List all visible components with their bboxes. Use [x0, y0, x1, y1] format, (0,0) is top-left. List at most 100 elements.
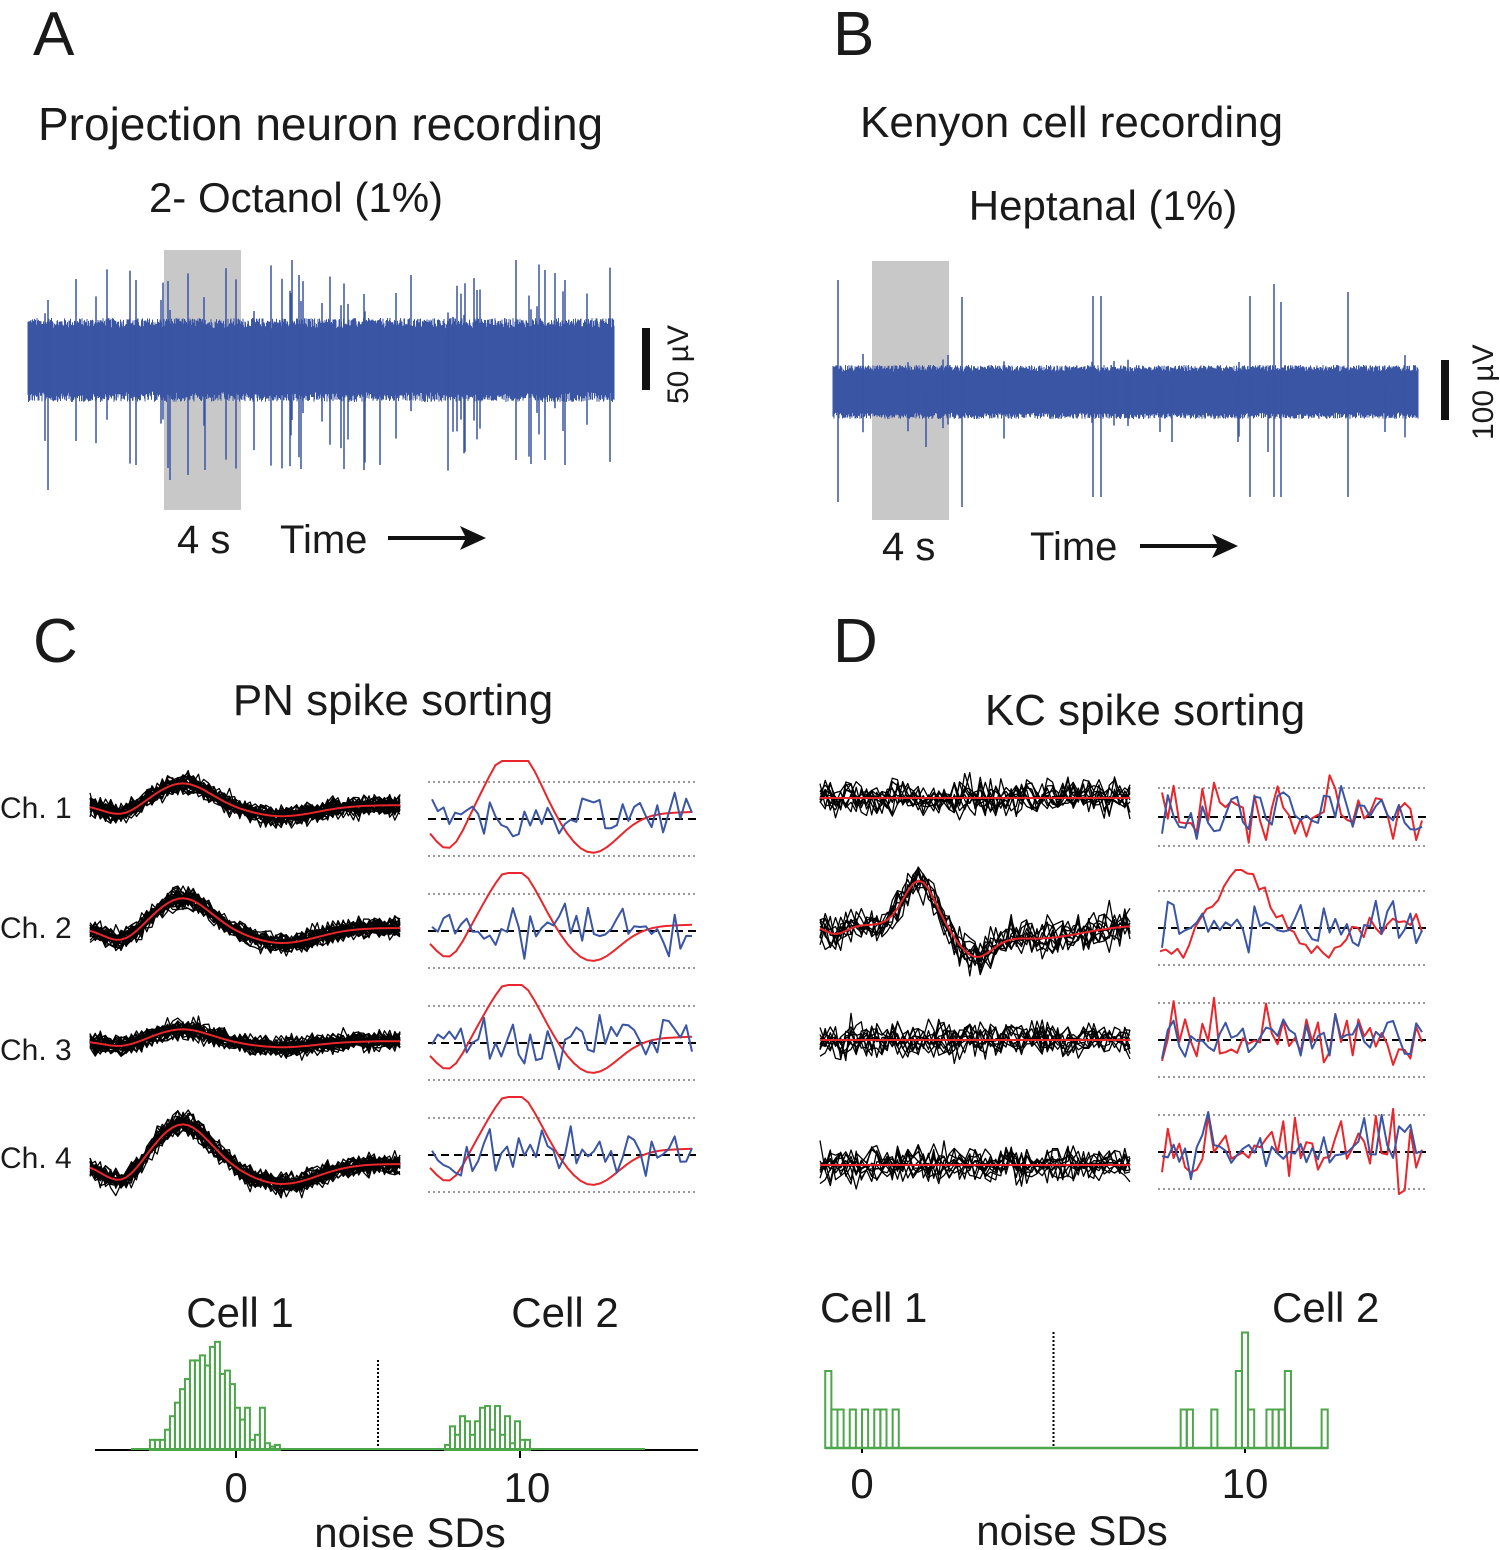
panel-c: C PN spike sorting Ch. 1 Ch. 2 Ch. 3 Ch.… — [0, 607, 698, 1550]
spike-waveform — [89, 776, 401, 825]
kc-recording-trace — [832, 280, 1419, 507]
cell-1-template — [429, 984, 693, 1074]
channel-1-waveforms — [89, 769, 401, 829]
panel-letter-b: B — [833, 0, 874, 69]
time-arrow — [388, 526, 486, 550]
histogram-bar — [1283, 1370, 1292, 1449]
spike-waveform — [89, 1020, 401, 1055]
channel-3-waveforms — [89, 1015, 401, 1061]
channel-2-waveforms — [89, 885, 401, 957]
panel-d-title: KC spike sorting — [985, 686, 1305, 735]
x-axis-label: noise SDs — [976, 1507, 1167, 1550]
channel-1-waveforms — [819, 771, 1131, 821]
panel-a-title: Projection neuron recording — [38, 98, 603, 150]
spike-waveform — [89, 1022, 401, 1056]
x-axis-label: noise SDs — [314, 1509, 505, 1550]
histogram-bar — [504, 1415, 512, 1451]
x-tick-label: 10 — [504, 1464, 551, 1511]
channel-4-waveforms — [89, 1109, 401, 1199]
panel-d: D KC spike sorting Cell 1 Cell 2 0 10 no… — [819, 607, 1426, 1550]
histogram-bar — [1185, 1408, 1194, 1449]
time-arrow — [1140, 534, 1238, 558]
histogram-bar — [879, 1408, 888, 1449]
mean-waveform — [89, 782, 401, 818]
channel-1-templates — [1158, 774, 1426, 847]
channel-label: Ch. 2 — [0, 912, 72, 945]
cell-2-template — [1161, 1013, 1423, 1059]
channel-3-waveforms — [819, 1012, 1131, 1065]
histogram-bar — [243, 1406, 251, 1451]
histogram-bar — [484, 1405, 492, 1452]
kc-histogram — [824, 1331, 1329, 1453]
mean-waveform — [89, 1028, 400, 1049]
spike-waveform — [89, 773, 401, 828]
cell-1-template — [1161, 774, 1423, 844]
histogram-bar — [836, 1408, 845, 1449]
histogram-bar — [848, 1408, 857, 1449]
spike-waveform — [819, 872, 1131, 963]
histogram-bar — [861, 1408, 870, 1449]
cell-2-template — [431, 902, 693, 960]
time-label: Time — [280, 518, 367, 562]
panel-c-title: PN spike sorting — [233, 676, 553, 725]
histogram-bar — [514, 1420, 521, 1452]
spike-waveform — [819, 1012, 1131, 1062]
cell-1-template — [429, 760, 693, 854]
panel-b: B Kenyon cell recording Heptanal (1%) 10… — [832, 0, 1500, 569]
histogram-bar — [1247, 1408, 1256, 1449]
panel-letter-c: C — [33, 607, 78, 676]
channel-label: Ch. 4 — [0, 1142, 72, 1175]
channel-2-waveforms — [819, 866, 1131, 977]
pn-waveforms — [89, 760, 696, 1199]
channel-label: Ch. 1 — [0, 792, 72, 825]
histogram-bar — [891, 1408, 900, 1449]
panel-b-odor: Heptanal (1%) — [969, 182, 1237, 229]
spike-waveform — [819, 1019, 1131, 1065]
cell-2-template — [431, 1014, 693, 1071]
cell-2-template — [431, 1125, 693, 1177]
channel-3-templates — [428, 984, 696, 1081]
x-tick-label: 10 — [1222, 1460, 1269, 1507]
panel-a-odor: 2- Octanol (1%) — [149, 174, 443, 221]
time-scale-label: 4 s — [882, 525, 935, 569]
channel-1-templates — [428, 760, 696, 857]
cell-1-template — [1161, 996, 1423, 1066]
cell-2-template — [1161, 899, 1423, 954]
scale-bar-label: 100 µV — [1467, 344, 1500, 440]
histogram-bar — [1240, 1331, 1250, 1449]
cell-2-template — [431, 791, 693, 838]
spike-waveform — [819, 1143, 1131, 1187]
histogram-bar — [258, 1406, 266, 1451]
spike-waveform — [819, 1147, 1131, 1181]
channel-label: Ch. 3 — [0, 1034, 72, 1067]
histogram-bar — [523, 1438, 531, 1451]
histogram-bar — [494, 1405, 502, 1452]
histogram-bar — [1320, 1408, 1329, 1449]
spike-waveform — [819, 1145, 1131, 1186]
cluster-label: Cell 1 — [820, 1284, 927, 1331]
scale-bar-label: 50 µV — [662, 325, 695, 404]
channel-4-templates — [428, 1096, 696, 1193]
panel-b-title: Kenyon cell recording — [860, 98, 1283, 147]
cluster-label: Cell 1 — [186, 1289, 293, 1336]
spike-events — [44, 260, 611, 490]
time-scale-label: 4 s — [177, 518, 230, 562]
time-label: Time — [1030, 525, 1117, 569]
spike-waveform — [89, 1112, 401, 1198]
x-tick-label: 0 — [224, 1464, 247, 1511]
cell-2-template — [1161, 785, 1423, 840]
panel-a: A Projection neuron recording 2- Octanol… — [27, 0, 695, 562]
cell-1-template — [429, 872, 693, 962]
mean-waveform — [89, 897, 400, 944]
pn-histogram — [95, 1340, 698, 1458]
histogram-bar — [273, 1443, 281, 1452]
mean-waveform — [89, 1123, 400, 1185]
channel-4-waveforms — [819, 1140, 1131, 1190]
x-tick-label: 0 — [850, 1460, 873, 1507]
pn-recording-trace — [27, 260, 615, 490]
panel-letter-d: D — [833, 607, 878, 676]
panel-letter-a: A — [33, 0, 75, 69]
cluster-label: Cell 2 — [1272, 1284, 1379, 1331]
cell-1-template — [1159, 869, 1423, 959]
spike-events — [837, 280, 1406, 507]
